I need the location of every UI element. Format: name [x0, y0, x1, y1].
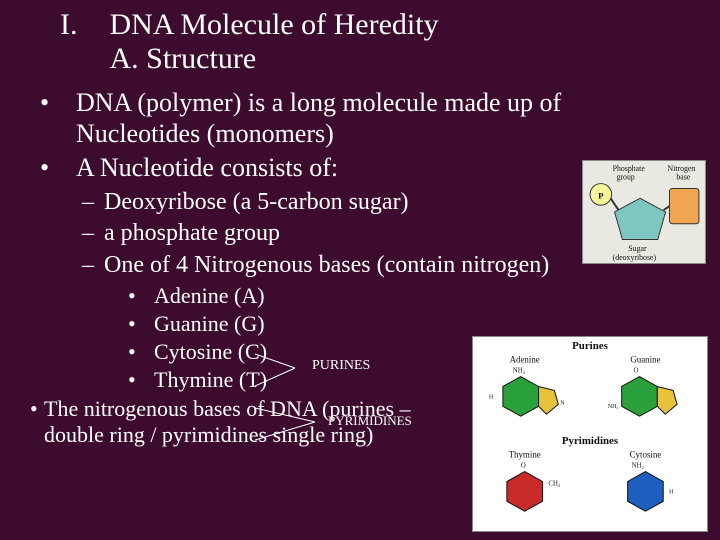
adenine-h1: H: [489, 394, 494, 400]
hdr-pyrimidines: Pyrimidines: [562, 435, 618, 447]
base-shape: [670, 188, 699, 223]
heading-title-block: DNA Molecule of Heredity A. Structure: [110, 8, 439, 76]
phosphate-p: P: [598, 190, 604, 200]
lbl-group: group: [617, 173, 635, 182]
dot-icon: •: [30, 396, 44, 448]
lbl-deoxy: (deoxyribose): [613, 253, 657, 262]
base-a: • Adenine (A): [128, 282, 702, 310]
lbl-base: base: [676, 173, 690, 182]
cytosine-h: H: [669, 489, 674, 495]
f-o-t: O: [521, 463, 526, 470]
f-nh2-a: NH₂: [513, 368, 526, 375]
slide: I. DNA Molecule of Heredity A. Structure…: [0, 0, 720, 540]
dot-icon: •: [128, 366, 154, 394]
guanine-nh2: NH₂: [608, 404, 619, 410]
hdr-purines: Purines: [572, 340, 608, 352]
name-guanine: Guanine: [630, 355, 660, 365]
adenine-h2: N: [560, 400, 565, 406]
heading-title: DNA Molecule of Heredity: [110, 8, 439, 42]
name-adenine: Adenine: [510, 355, 540, 365]
dot-icon: •: [128, 338, 154, 366]
nucleotide-svg: P Phosphate group Nitrogen base Sugar (d…: [583, 161, 705, 263]
bases-svg: Purines Pyrimidines Adenine NH₂ H N Guan…: [473, 337, 707, 531]
bullet-1-text: DNA (polymer) is a long molecule made up…: [76, 88, 702, 149]
lbl-sugar: Sugar: [628, 244, 647, 253]
f-ch3: CH₃: [548, 480, 561, 487]
dash-icon: –: [82, 219, 104, 248]
heading-roman: I.: [60, 8, 78, 76]
label-purines: PURINES: [312, 358, 370, 374]
dash-icon: –: [82, 251, 104, 280]
nucleotide-diagram: P Phosphate group Nitrogen base Sugar (d…: [582, 160, 706, 264]
label-pyrimidines: PYRIMIDINES: [328, 413, 412, 429]
bullet-icon: •: [36, 153, 76, 184]
dot-icon: •: [128, 282, 154, 310]
base-g-text: Guanine (G): [154, 310, 702, 338]
heading-row: I. DNA Molecule of Heredity A. Structure: [18, 8, 702, 76]
f-nh2-c: NH₂: [632, 463, 645, 470]
dot-icon: •: [128, 310, 154, 338]
lbl-phosphate: Phosphate: [613, 164, 646, 173]
lbl-nitrogen: Nitrogen: [668, 164, 696, 173]
f-o-g: O: [634, 368, 639, 375]
base-g: • Guanine (G): [128, 310, 702, 338]
bullet-1: • DNA (polymer) is a long molecule made …: [36, 88, 702, 149]
bases-diagram: Purines Pyrimidines Adenine NH₂ H N Guan…: [472, 336, 708, 532]
name-cytosine: Cytosine: [630, 450, 662, 460]
name-thymine: Thymine: [509, 450, 541, 460]
dash-icon: –: [82, 188, 104, 217]
heading-subtitle: A. Structure: [110, 42, 439, 76]
base-a-text: Adenine (A): [154, 282, 702, 310]
bullet-icon: •: [36, 88, 76, 149]
